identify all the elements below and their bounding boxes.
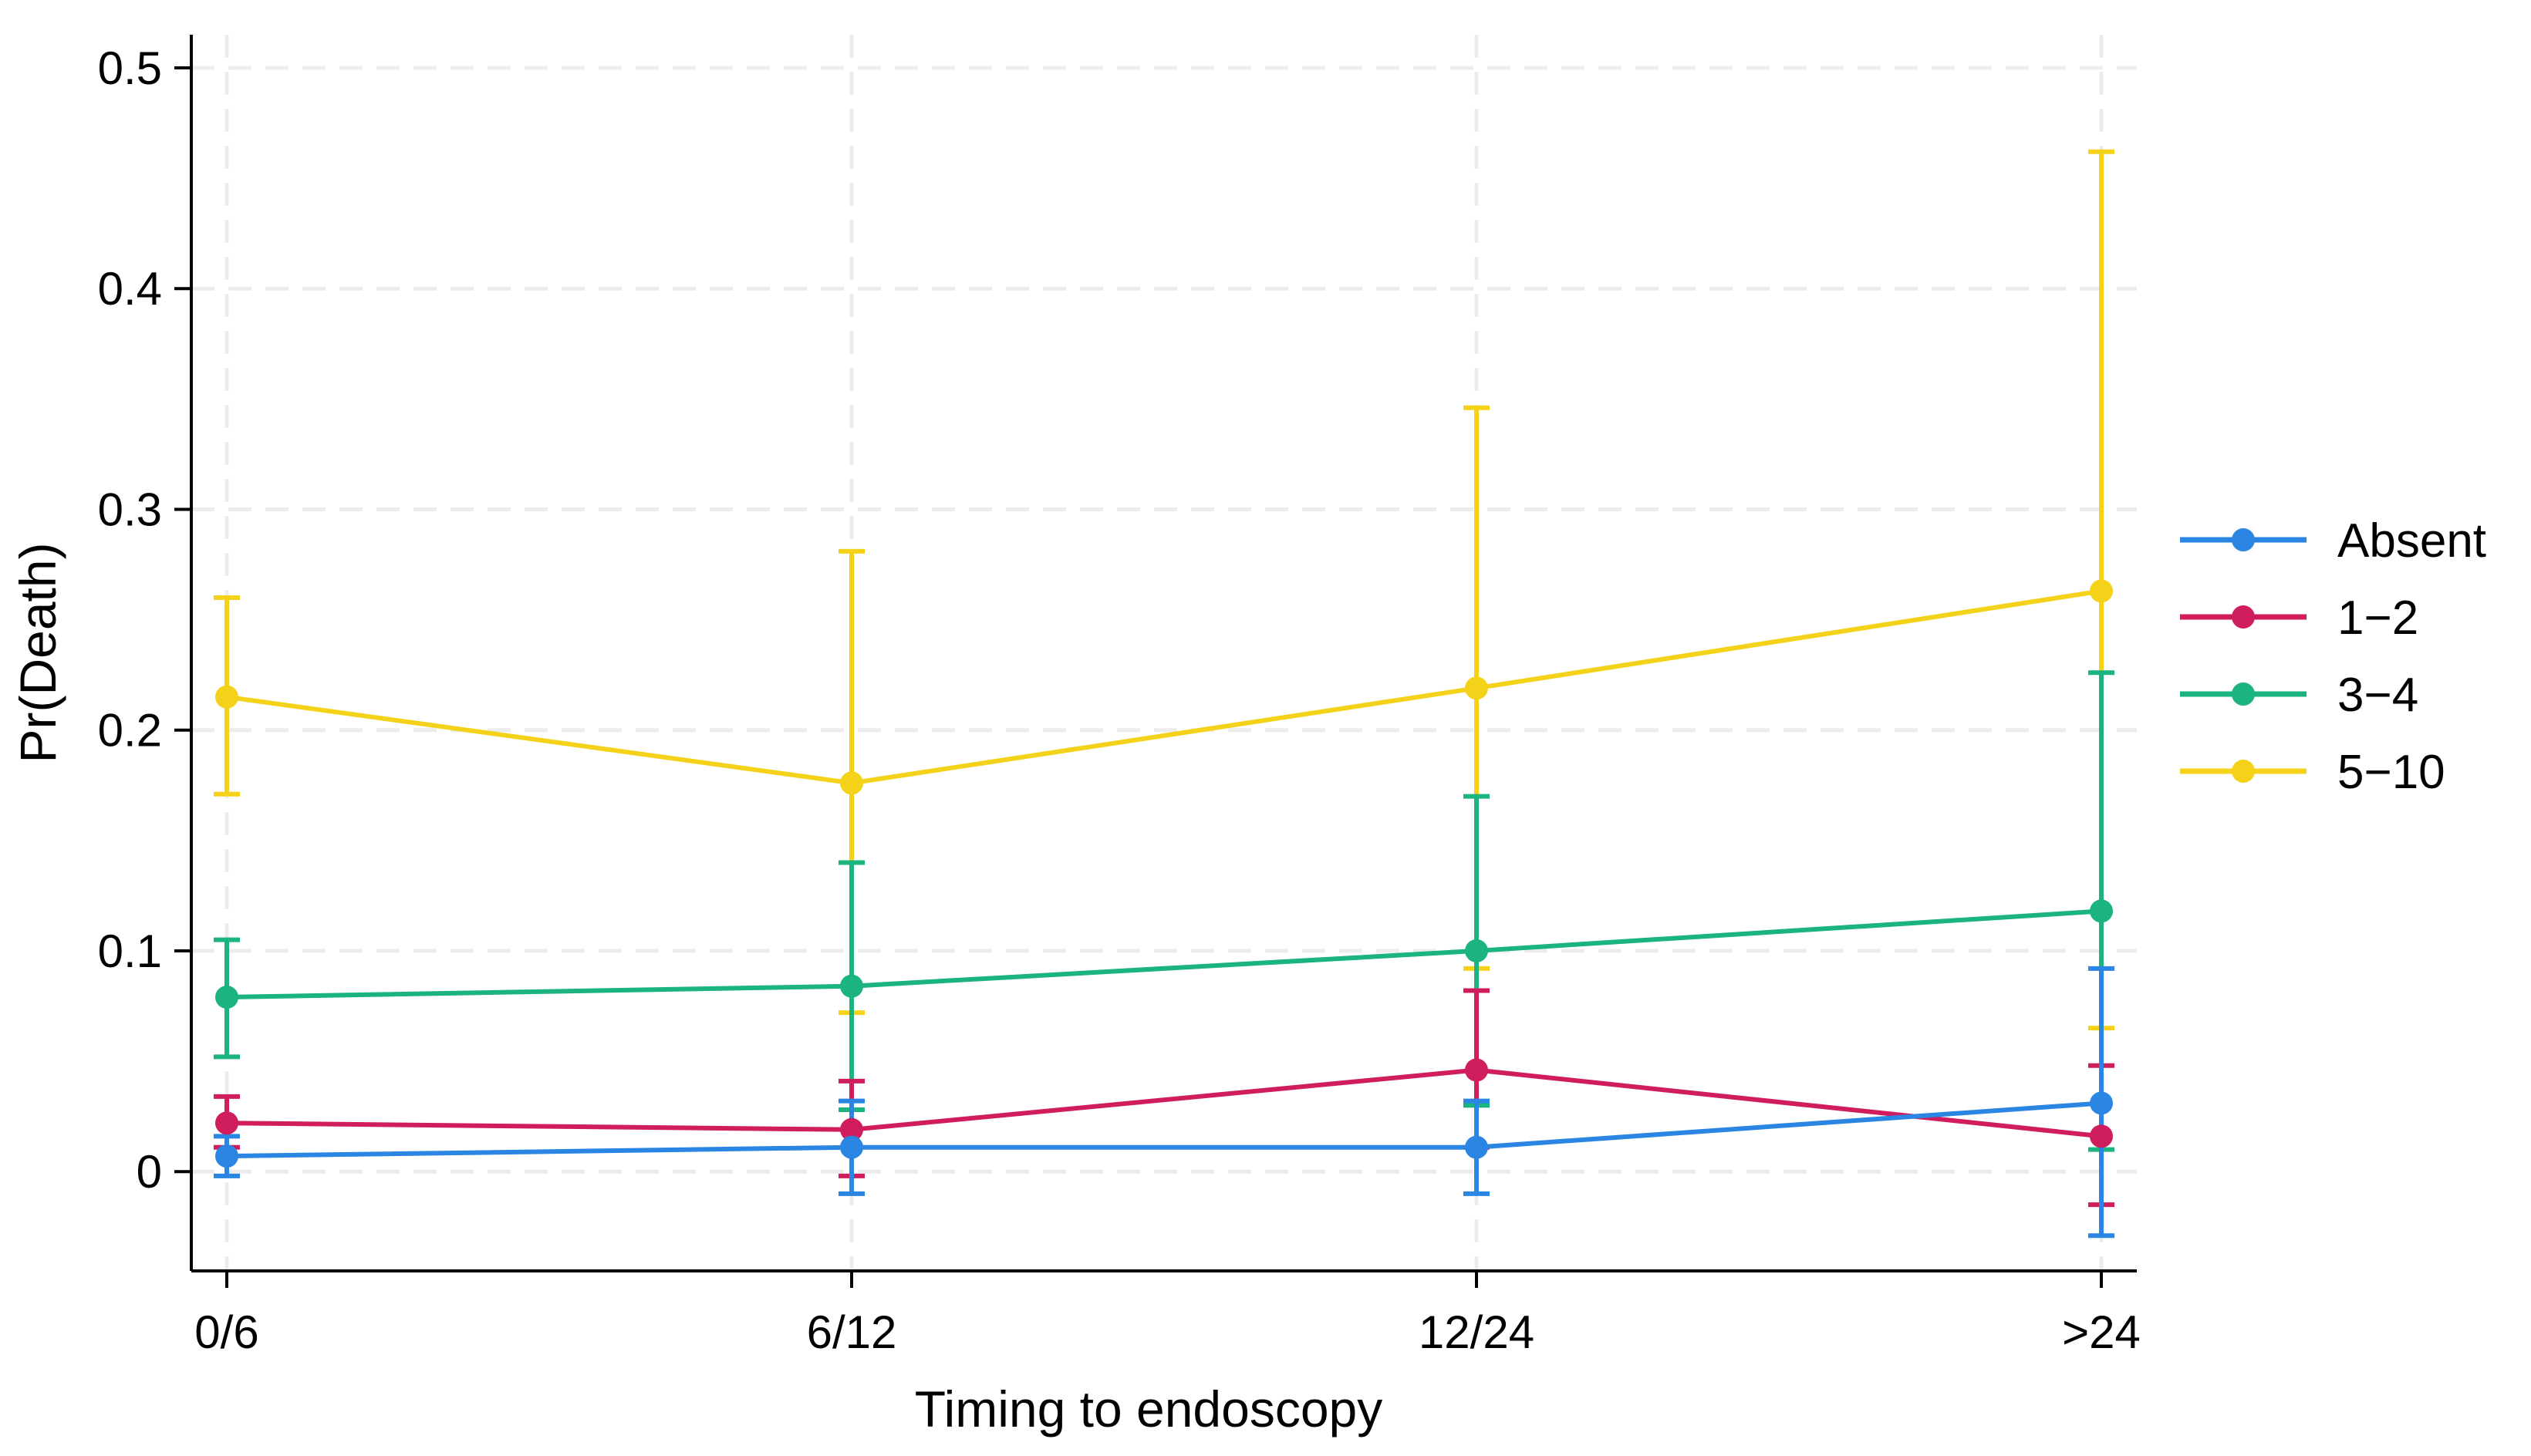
legend-swatch-marker xyxy=(2232,605,2255,629)
series xyxy=(214,149,2114,1239)
series-3 xyxy=(214,149,2114,1031)
data-point xyxy=(2090,579,2113,603)
series-line-group-2 xyxy=(215,899,2113,1009)
data-point xyxy=(840,974,863,998)
data-point xyxy=(2090,1124,2113,1148)
data-point xyxy=(1465,1135,1488,1159)
data-point xyxy=(1465,1058,1488,1082)
legend-swatch-marker xyxy=(2232,760,2255,783)
x-tick-label: 0/6 xyxy=(194,1306,258,1358)
x-tick-label: 6/12 xyxy=(807,1306,897,1358)
data-point xyxy=(215,1111,238,1135)
series-line-group-1 xyxy=(215,1058,2113,1148)
ticks: 0 0.1 0.2 0.3 0.4 0.5 0/6 6/12 12/24 >24 xyxy=(98,42,2141,1358)
x-tick-label: 12/24 xyxy=(1419,1306,1534,1358)
legend-item: 5−10 xyxy=(2180,746,2445,799)
series-line xyxy=(226,908,2102,1000)
data-point xyxy=(840,771,863,795)
series-line-group-0 xyxy=(215,1091,2113,1168)
data-point xyxy=(2090,899,2113,923)
data-point xyxy=(840,1117,863,1141)
series-line-group-3 xyxy=(215,579,2113,795)
data-point xyxy=(1465,939,1488,962)
legend-swatch-marker xyxy=(2232,682,2255,706)
legend-label: Absent xyxy=(2337,514,2486,568)
legend-swatch-marker xyxy=(2232,528,2255,551)
y-tick-label: 0.5 xyxy=(98,42,162,94)
y-tick-label: 0.4 xyxy=(98,263,162,315)
data-point xyxy=(2090,1091,2113,1115)
y-tick-label: 0.2 xyxy=(98,705,162,757)
axes xyxy=(190,35,2137,1272)
series-line xyxy=(226,588,2102,786)
series-2 xyxy=(214,670,2114,1152)
y-axis-title: Pr(Death) xyxy=(9,542,66,763)
data-point xyxy=(215,1144,238,1168)
y-tick-label: 0 xyxy=(137,1146,162,1198)
data-point xyxy=(840,1135,863,1159)
legend: Absent 1−2 3−4 5−10 xyxy=(2180,514,2486,799)
y-tick-label: 0.3 xyxy=(98,484,162,535)
legend-label: 1−2 xyxy=(2337,592,2418,645)
data-point xyxy=(215,685,238,709)
x-tick-label: >24 xyxy=(2062,1306,2141,1358)
data-point xyxy=(1465,676,1488,700)
data-point xyxy=(215,986,238,1009)
legend-item: 1−2 xyxy=(2180,592,2418,645)
legend-label: 5−10 xyxy=(2337,746,2445,799)
legend-label: 3−4 xyxy=(2337,669,2418,722)
legend-item: 3−4 xyxy=(2180,669,2418,722)
series-line xyxy=(226,1100,2102,1159)
x-axis-title: Timing to endoscopy xyxy=(915,1380,1383,1437)
y-tick-label: 0.1 xyxy=(98,925,162,977)
series-line xyxy=(226,1067,2102,1139)
grid xyxy=(191,35,2137,1271)
legend-item: Absent xyxy=(2180,514,2486,568)
